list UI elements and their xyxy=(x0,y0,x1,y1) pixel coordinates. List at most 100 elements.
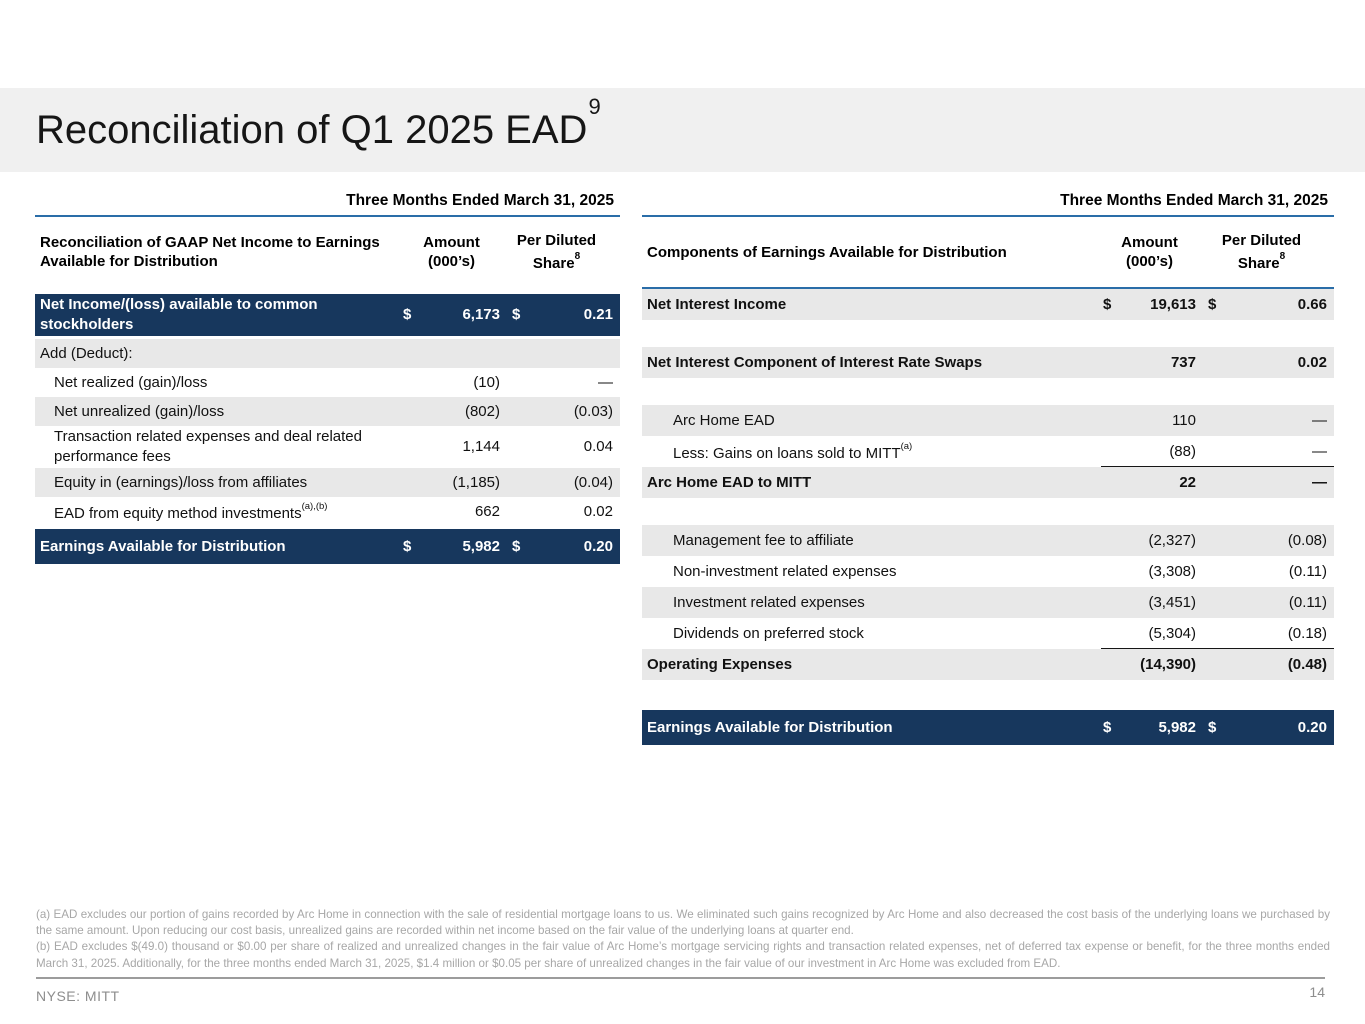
row-per-share: — xyxy=(1312,411,1327,429)
table-row: Management fee to affiliate (2,327) (0.08) xyxy=(642,525,1334,556)
row-amount: (1,185) xyxy=(452,473,500,491)
column-header-label: Components of Earnings Available for Dis… xyxy=(647,243,1007,261)
row-per-share: 0.02 xyxy=(583,502,613,520)
row-label: Transaction related expenses and deal re… xyxy=(54,428,362,465)
row-per-share: 0.02 xyxy=(1297,353,1327,371)
row-label: Investment related expenses xyxy=(673,593,865,611)
table-body: Net Income/(loss) available to common st… xyxy=(35,291,620,567)
row-label: Less: Gains on loans sold to MITT(a) xyxy=(673,440,913,462)
row-per-share: (0.04) xyxy=(573,473,613,491)
footnotes: (a) EAD excludes our portion of gains re… xyxy=(36,907,1330,972)
spacer-row xyxy=(642,378,1334,405)
row-label-superscript: (a) xyxy=(900,440,913,452)
row-dollar-sign: $ xyxy=(512,306,521,323)
header-bottom-rule xyxy=(642,287,1334,289)
row-label: Arc Home EAD xyxy=(673,411,775,429)
row-label-superscript: (a),(b) xyxy=(301,500,328,512)
table-row: Less: Gains on loans sold to MITT(a) (88)… xyxy=(642,436,1334,468)
table-row: Net Income/(loss) available to common st… xyxy=(35,291,620,339)
row-label: Management fee to affiliate xyxy=(673,531,854,549)
table-row: Arc Home EAD 110 — xyxy=(642,405,1334,436)
table-row: Earnings Available for Distribution $5,98… xyxy=(642,707,1334,748)
period-header: Three Months Ended March 31, 2025 xyxy=(346,192,614,209)
row-label: Net unrealized (gain)/loss xyxy=(54,402,225,420)
row-amount: 5,982 xyxy=(1158,718,1196,736)
row-amount: (3,451) xyxy=(1148,593,1196,611)
column-header-amount: Amount (000’s) xyxy=(423,234,480,270)
spacer-row xyxy=(642,320,1334,347)
row-dollar-sign: $ xyxy=(1208,718,1217,736)
row-dollar-sign: $ xyxy=(1208,295,1217,313)
row-dollar-sign: $ xyxy=(1103,295,1112,313)
table-row: Non-investment related expenses (3,308) (0… xyxy=(642,556,1334,587)
header-rule xyxy=(35,215,620,217)
column-header-row: Components of Earnings Available for Dis… xyxy=(642,217,1334,287)
row-amount: (5,304) xyxy=(1148,624,1196,642)
row-per-share: — xyxy=(598,373,613,391)
table-row: Add (Deduct): xyxy=(35,339,620,368)
table-body: Net Interest Income $19,613 $0.66 Net Inter… xyxy=(642,289,1334,748)
column-header-amount: Amount (000’s) xyxy=(1121,234,1178,270)
row-per-share: (0.03) xyxy=(573,402,613,420)
table-row: Arc Home EAD to MITT 22 — xyxy=(642,467,1334,498)
footer-divider xyxy=(36,977,1325,979)
row-per-share: (0.11) xyxy=(1288,562,1327,580)
row-amount: (14,390) xyxy=(1140,655,1196,673)
row-label: Earnings Available for Distribution xyxy=(40,537,286,555)
row-label: Net Income/(loss) available to common st… xyxy=(40,296,318,333)
row-amount: 19,613 xyxy=(1150,295,1196,313)
row-amount: 5,982 xyxy=(462,537,500,555)
row-per-share: 0.21 xyxy=(583,306,613,323)
ticker-label: NYSE: MITT xyxy=(36,988,120,1004)
row-amount: (10) xyxy=(473,373,500,391)
page-number: 14 xyxy=(1309,984,1325,1000)
row-per-share: (0.48) xyxy=(1287,655,1327,673)
page-title: Reconciliation of Q1 2025 EAD9 xyxy=(36,94,601,153)
table-row: Transaction related expenses and deal re… xyxy=(35,426,620,468)
ead-components-table: Three Months Ended March 31, 2025 Compon… xyxy=(642,190,1334,748)
gaap-reconciliation-table: Three Months Ended March 31, 2025 Reconc… xyxy=(35,190,620,567)
row-per-share: (0.11) xyxy=(1288,593,1327,611)
table-row: Investment related expenses (3,451) (0.11) xyxy=(642,587,1334,618)
row-amount: (88) xyxy=(1169,442,1196,460)
spacer-row xyxy=(642,680,1334,707)
row-per-share: (0.08) xyxy=(1287,531,1327,549)
row-per-share: 0.20 xyxy=(1297,718,1327,736)
row-amount: 6,173 xyxy=(462,306,500,323)
footnote-b: (b) EAD excludes $(49.0) thousand or $0.… xyxy=(36,940,1330,970)
spacer-row xyxy=(642,498,1334,525)
column-header-label: Reconciliation of GAAP Net Income to Ear… xyxy=(40,234,380,270)
row-per-share: — xyxy=(1312,473,1327,491)
table-row: Net unrealized (gain)/loss (802) (0.03) xyxy=(35,397,620,426)
row-amount: 662 xyxy=(474,502,500,520)
title-band: Reconciliation of Q1 2025 EAD9 xyxy=(0,88,1365,172)
row-dollar-sign: $ xyxy=(403,306,412,323)
table-row: Dividends on preferred stock (5,304) (0.18… xyxy=(642,618,1334,650)
row-amount: (2,327) xyxy=(1148,531,1196,549)
table-row: Net Interest Component of Interest Rate … xyxy=(642,347,1334,378)
row-label: Non-investment related expenses xyxy=(673,562,897,580)
row-amount: (3,308) xyxy=(1148,562,1196,580)
row-label: Net Interest Income xyxy=(647,295,787,313)
row-amount: (802) xyxy=(464,402,500,420)
page-title-text: Reconciliation of Q1 2025 EAD xyxy=(36,107,588,152)
row-per-share: 0.04 xyxy=(583,438,613,455)
row-label: Arc Home EAD to MITT xyxy=(647,473,812,491)
row-label: Dividends on preferred stock xyxy=(673,624,864,642)
period-header: Three Months Ended March 31, 2025 xyxy=(1060,192,1328,209)
title-footnote-superscript: 9 xyxy=(588,94,601,120)
row-dollar-sign: $ xyxy=(403,537,412,555)
row-amount: 22 xyxy=(1179,473,1196,491)
table-row: Net Interest Income $19,613 $0.66 xyxy=(642,289,1334,320)
row-label: Operating Expenses xyxy=(647,655,793,673)
row-label: Earnings Available for Distribution xyxy=(647,718,893,736)
column-header-per-diluted-share: Per Diluted Share8 xyxy=(1221,232,1302,272)
row-amount: 1,144 xyxy=(462,438,500,455)
row-per-share: (0.18) xyxy=(1287,624,1327,642)
row-label: Equity in (earnings)/loss from affiliate… xyxy=(54,473,308,491)
table-row: Equity in (earnings)/loss from affiliate… xyxy=(35,468,620,497)
footnote-a: (a) EAD excludes our portion of gains re… xyxy=(36,908,1330,938)
column-header-per-diluted-share: Per Diluted Share8 xyxy=(516,232,597,272)
row-label: EAD from equity method investments(a),(b… xyxy=(54,500,328,522)
